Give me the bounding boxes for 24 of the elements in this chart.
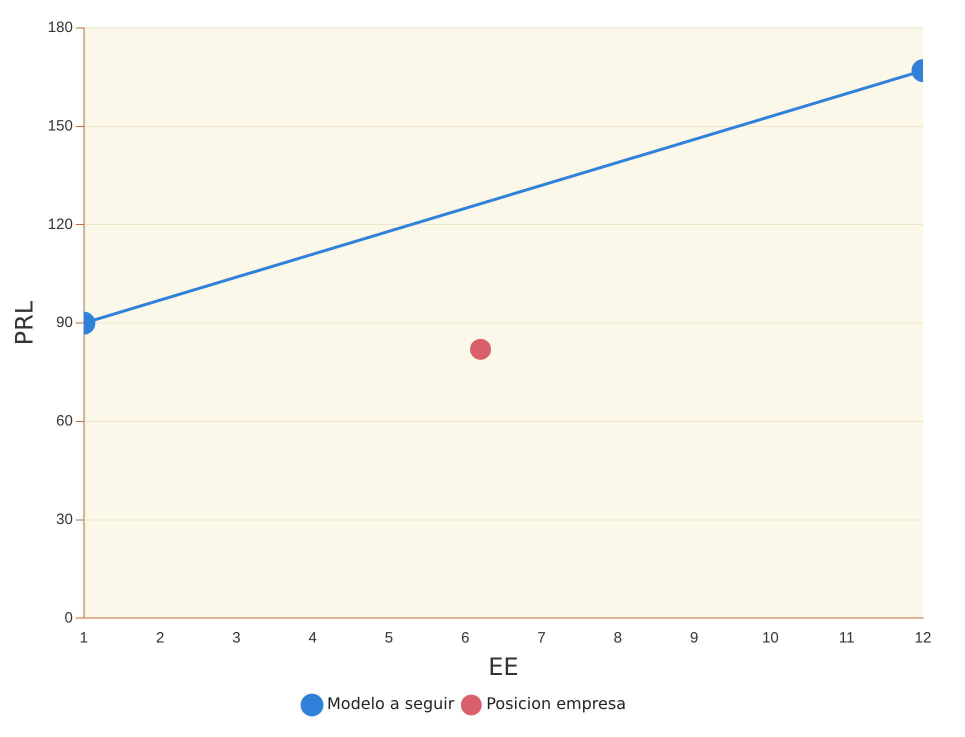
y-tick-label: 150	[48, 118, 73, 135]
y-tick-label: 30	[56, 510, 73, 528]
x-tick-label: 7	[537, 629, 546, 646]
x-tick-label: 2	[156, 629, 164, 646]
x-tick-label: 10	[762, 629, 779, 646]
x-tick-label: 8	[614, 629, 622, 646]
y-tick-label: 0	[64, 609, 73, 626]
legend-label: Posicion empresa	[486, 694, 626, 714]
y-tick-label: 60	[56, 412, 73, 430]
x-axis-title: EE	[488, 652, 519, 681]
legend-label: Modelo a seguir	[326, 694, 455, 714]
y-tick-label: 180	[48, 19, 73, 36]
point	[470, 338, 492, 360]
y-tick-label: 90	[56, 314, 73, 332]
x-tick-label: 4	[308, 629, 317, 646]
x-tick-label: 5	[384, 629, 394, 646]
x-tick-label: 3	[232, 629, 241, 646]
x-tick-label: 9	[690, 629, 698, 646]
y-axis-title: PRL	[10, 300, 39, 346]
x-tick-label: 1	[80, 629, 88, 646]
y-tick-label: 120	[48, 216, 73, 233]
x-tick-label: 11	[838, 629, 854, 646]
x-tick-label: 6	[461, 629, 470, 646]
x-tick-label: 12	[914, 629, 932, 646]
